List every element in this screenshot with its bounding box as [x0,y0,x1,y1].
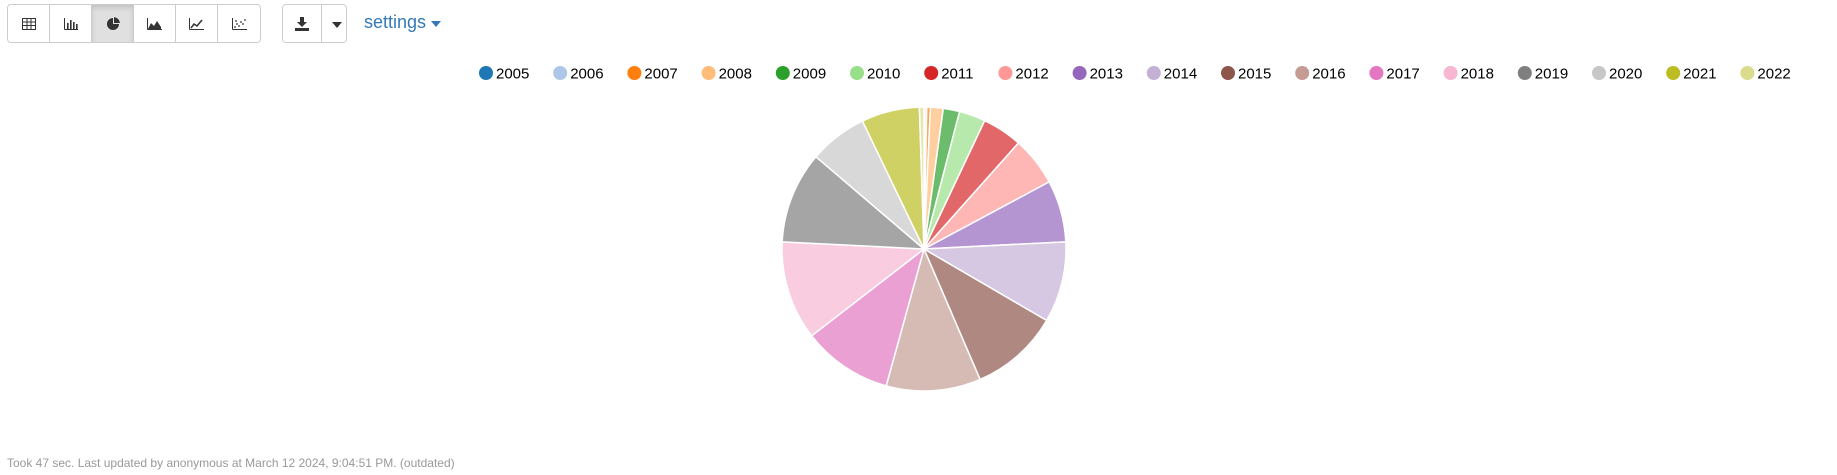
legend-label: 2013 [1090,66,1123,83]
legend-label: 2009 [793,66,826,83]
caret-down-icon [431,20,442,27]
legend-label: 2022 [1757,66,1790,83]
legend-label: 2020 [1609,66,1642,83]
line-chart-button[interactable] [176,5,218,42]
legend-item-2010[interactable]: 2010 [850,66,900,83]
download-options-button[interactable] [322,5,346,42]
legend-swatch [1146,66,1161,80]
pie-slice-2014[interactable] [921,241,1067,322]
legend-label: 2010 [867,66,900,83]
legend-swatch [1592,66,1606,80]
view-switcher [7,4,261,43]
toolbar: settings [7,4,442,43]
legend-label: 2019 [1535,66,1568,83]
legend-swatch [1443,66,1458,80]
pie-slice-2016[interactable] [885,246,982,392]
legend-label: 2011 [941,66,973,83]
legend-item-2022[interactable]: 2022 [1740,66,1791,83]
legend-swatch [924,66,939,80]
chevron-down-icon [331,21,342,28]
bar-chart-icon [63,17,78,30]
table-view-button[interactable] [8,5,50,42]
pie-chart-icon [106,16,120,30]
legend-item-2016[interactable]: 2016 [1295,66,1346,83]
area-chart-icon [147,17,162,30]
pie-chart: 2005 2006 2007 2008 2009 2010 2011 2012 2013 2014… [479,66,1791,392]
legend-swatch [1740,66,1755,80]
legend-label: 2015 [1238,66,1271,83]
legend-swatch [1221,66,1235,80]
legend-swatch [1369,66,1384,80]
area-chart-button[interactable] [134,5,176,42]
legend-swatch [1072,66,1087,80]
legend-item-2011[interactable]: 2011 [924,66,973,83]
legend-swatch [1666,66,1681,80]
legend-item-2005[interactable]: 2005 [479,66,529,83]
pie-chart-button[interactable] [92,5,134,42]
status-footer: Took 47 sec. Last updated by anonymous a… [7,456,455,470]
legend-label: 2021 [1683,66,1716,83]
download-group [282,4,347,43]
pie-slice-2022[interactable] [918,106,925,250]
legend-swatch [998,66,1013,80]
legend-item-2015[interactable]: 2015 [1221,66,1271,83]
legend-item-2017[interactable]: 2017 [1369,66,1420,83]
legend-item-2014[interactable]: 2014 [1146,66,1197,83]
legend-swatch [1517,66,1532,80]
legend-item-2021[interactable]: 2021 [1666,66,1717,83]
download-button[interactable] [283,5,322,42]
pie-slice-2015[interactable] [922,247,1048,381]
scatter-chart-icon [231,17,247,30]
pie-slice-2019[interactable] [781,155,927,250]
legend-swatch [1295,66,1310,80]
legend-swatch [775,66,790,80]
legend-label: 2006 [570,66,603,83]
legend-item-2018[interactable]: 2018 [1443,66,1494,83]
line-chart-icon [189,17,204,30]
legend-swatch [553,66,568,80]
legend-label: 2014 [1164,66,1197,83]
legend-item-2019[interactable]: 2019 [1517,66,1568,83]
legend-swatch [479,66,493,80]
settings-dropdown[interactable]: settings [364,12,442,33]
legend-item-2020[interactable]: 2020 [1592,66,1642,83]
scatter-chart-button[interactable] [218,5,260,42]
legend-item-2013[interactable]: 2013 [1072,66,1123,83]
chart-legend: 2005 2006 2007 2008 2009 2010 2011 2012 2013 2014… [479,66,1791,83]
legend-label: 2016 [1312,66,1345,83]
legend-label: 2018 [1461,66,1494,83]
legend-item-2009[interactable]: 2009 [775,66,826,83]
bar-chart-button[interactable] [50,5,92,42]
legend-item-2006[interactable]: 2006 [553,66,604,83]
table-icon [21,17,36,30]
settings-label: settings [364,12,427,32]
legend-item-2008[interactable]: 2008 [701,66,752,83]
download-icon [295,16,309,31]
legend-label: 2012 [1015,66,1048,83]
legend-label: 2005 [496,66,529,83]
pie-slices [781,106,1067,392]
legend-swatch [850,66,864,80]
legend-swatch [627,66,642,80]
legend-item-2012[interactable]: 2012 [998,66,1049,83]
legend-label: 2007 [644,66,677,83]
legend-swatch [701,66,716,80]
legend-label: 2008 [719,66,752,83]
pie-slice-2018[interactable] [781,241,927,337]
legend-label: 2017 [1386,66,1419,83]
pie-slice-2017[interactable] [810,247,926,387]
legend-item-2007[interactable]: 2007 [627,66,678,83]
